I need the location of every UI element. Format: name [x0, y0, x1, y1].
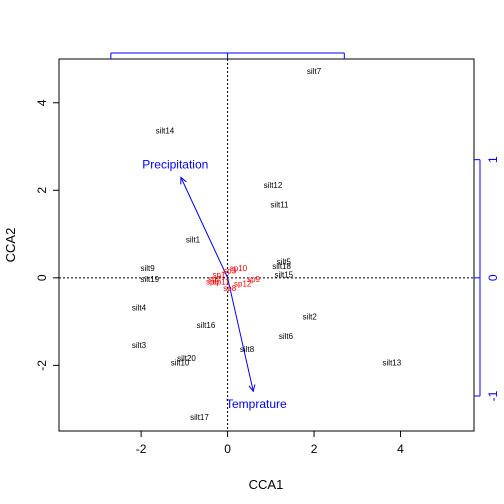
right-axis: -1 0 1	[474, 156, 500, 401]
bottom-axis: -2 0 2 4	[136, 431, 404, 456]
vector-label: Temprature	[226, 397, 287, 411]
site-label: silt17	[190, 413, 209, 422]
x-tick-label: -2	[136, 442, 147, 456]
vector-arrow	[227, 277, 254, 392]
top-axis	[110, 52, 345, 59]
y-tick-label: 2	[35, 187, 49, 194]
site-label: silt3	[132, 341, 147, 350]
vector-arrowhead	[248, 384, 256, 393]
site-label: silt15	[274, 271, 293, 280]
y-tick-label: 0	[35, 274, 49, 281]
x-tick-label: 4	[397, 442, 404, 456]
right-tick-label: 1	[486, 156, 500, 163]
site-label: silt9	[141, 264, 156, 273]
site-label: silt2	[303, 312, 318, 321]
site-label: silt16	[197, 321, 216, 330]
plot-frame	[58, 58, 475, 432]
species-label: sp9	[247, 275, 260, 284]
site-scores: silt7silt14silt12silt11silt1silt5silt18s…	[132, 67, 402, 422]
site-label: silt14	[156, 126, 175, 135]
site-label: silt12	[264, 181, 283, 190]
site-label: silt10	[171, 358, 190, 367]
species-label: sp10	[230, 264, 248, 273]
right-tick-label: 0	[486, 274, 500, 281]
x-tick-label: 2	[311, 442, 318, 456]
site-label: silt4	[132, 304, 147, 313]
site-label: silt11	[270, 201, 289, 210]
site-label: silt20	[177, 354, 196, 363]
site-label: silt7	[307, 67, 322, 76]
site-label: silt19	[140, 275, 159, 284]
site-label: silt5	[277, 258, 292, 267]
y-axis-label: CCA2	[3, 228, 18, 263]
vector-label: Precipitation	[142, 158, 208, 172]
left-axis: -2 0 2 4	[35, 99, 59, 371]
site-label: silt8	[240, 345, 255, 354]
species-label: sp11	[213, 277, 230, 286]
site-label: silt18	[272, 262, 291, 271]
zero-lines	[59, 59, 474, 431]
biplot-vectors: Precipitation Temprature	[142, 158, 287, 412]
x-tick-label: 0	[224, 442, 231, 456]
vector-arrowhead	[180, 176, 187, 185]
y-tick-label: -2	[35, 360, 49, 371]
species-label: sp8	[223, 284, 236, 293]
species-label: sp12	[234, 279, 252, 288]
vector-arrow	[180, 177, 229, 279]
species-label: sp3	[223, 266, 236, 275]
y-tick-label: 4	[35, 99, 49, 106]
site-label: silt6	[279, 332, 294, 341]
species-label: sp5	[206, 277, 219, 286]
site-label: silt13	[383, 358, 402, 367]
species-label: sp1	[212, 271, 225, 280]
site-label: silt1	[186, 236, 201, 245]
species-label: sp7	[208, 275, 221, 284]
x-axis-label: CCA1	[249, 477, 284, 492]
right-tick-label: -1	[486, 390, 500, 401]
